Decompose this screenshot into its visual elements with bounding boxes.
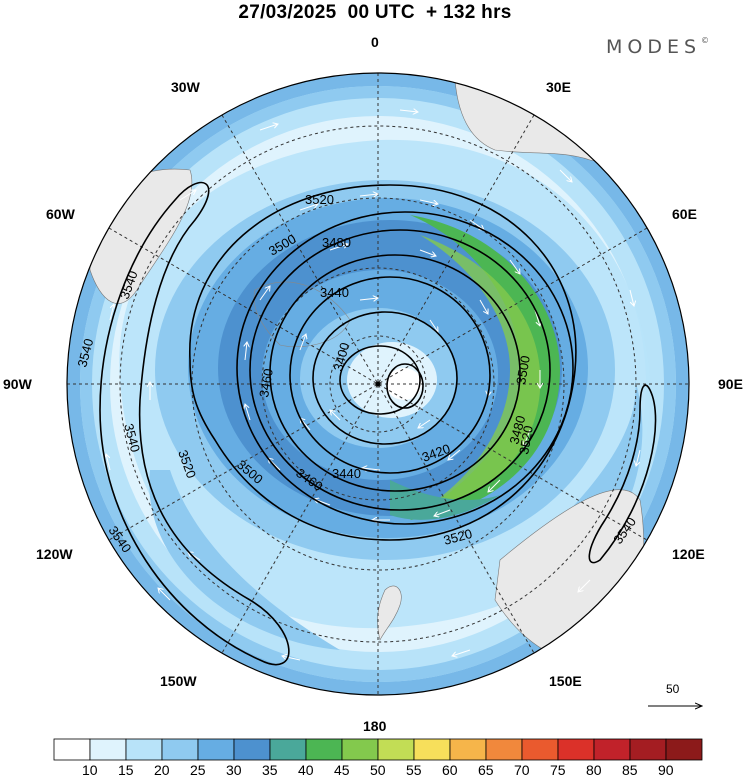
contour-label: 3440 (320, 285, 349, 300)
contour-label: 3520 (305, 192, 334, 207)
contour-label: 3540 (74, 337, 96, 369)
colorbar-tick-label: 50 (370, 762, 386, 778)
contour-3400 (339, 345, 421, 415)
contour-3540 (99, 181, 290, 666)
colorbar-tick-label: 90 (658, 762, 674, 778)
contour-3440 (289, 276, 491, 474)
colorbar-tick-label: 70 (514, 762, 530, 778)
colorbar-tick-label: 10 (82, 762, 98, 778)
south-pole-marker (375, 381, 381, 387)
contour-label: 3400 (330, 341, 352, 373)
contour-label: 3440 (332, 466, 361, 481)
lon-label-90w: 90W (3, 376, 32, 392)
brand-mark: © (701, 36, 710, 45)
lon-label-120w: 120W (36, 546, 73, 562)
contour-labels: 3520 3500 3480 3440 3400 3460 3540 3420 … (74, 192, 639, 555)
contour-label: 3480 (322, 235, 351, 250)
vector-reference-arrow (648, 692, 710, 732)
colorbar-tick-label: 80 (586, 762, 602, 778)
contour-label: 3520 (442, 526, 474, 548)
contour-3520 (189, 184, 577, 541)
lon-label-30e: 30E (546, 79, 571, 95)
vector-reference-value: 50 (666, 682, 680, 696)
colorbar-tick-label: 15 (118, 762, 134, 778)
lon-label-30w: 30W (171, 79, 200, 95)
colorbar-tick-label: 60 (442, 762, 458, 778)
lon-label-90e: 90E (718, 376, 743, 392)
map-title: 27/03/2025 00 UTC + 132 hrs (238, 2, 512, 23)
colorbar-tick-label: 20 (154, 762, 170, 778)
lon-label-180: 180 (363, 718, 387, 734)
contour-label: 3540 (121, 422, 143, 454)
height-contours (99, 181, 657, 666)
colorbar-tick-label: 85 (622, 762, 638, 778)
contour-3460 (269, 254, 521, 492)
lon-label-150w: 150W (160, 673, 197, 689)
colorbar-tick-label: 45 (334, 762, 350, 778)
contour-3480 (249, 229, 551, 511)
colorbar-tick-label: 75 (550, 762, 566, 778)
contour-label: 3520 (516, 424, 536, 455)
contour-3540-east (588, 384, 657, 564)
contour-label: 3460 (256, 367, 276, 398)
modes-logo: MODES© (606, 36, 709, 58)
colorbar-tick-label: 25 (190, 762, 206, 778)
wind-vectors (106, 110, 641, 661)
lon-label-120e: 120E (672, 546, 705, 562)
lon-label-60w: 60W (46, 206, 75, 222)
contour-label: 3480 (506, 414, 528, 446)
lon-label-60e: 60E (672, 206, 697, 222)
lon-label-150e: 150E (549, 673, 582, 689)
brand-text: MODES (606, 36, 702, 58)
colorbar-tick-label: 40 (298, 762, 314, 778)
lon-label-0: 0 (371, 34, 379, 50)
map-boundary (66, 72, 690, 696)
contour-3500 (236, 211, 574, 525)
colorbar-tick-label: 65 (478, 762, 494, 778)
contour-3420 (312, 311, 458, 445)
contour-label: 3500 (513, 354, 533, 385)
colorbar-tick-label: 55 (406, 762, 422, 778)
colorbar-tick-label: 30 (226, 762, 242, 778)
colorbar-tick-label: 35 (262, 762, 278, 778)
contour-3380 (386, 363, 424, 409)
